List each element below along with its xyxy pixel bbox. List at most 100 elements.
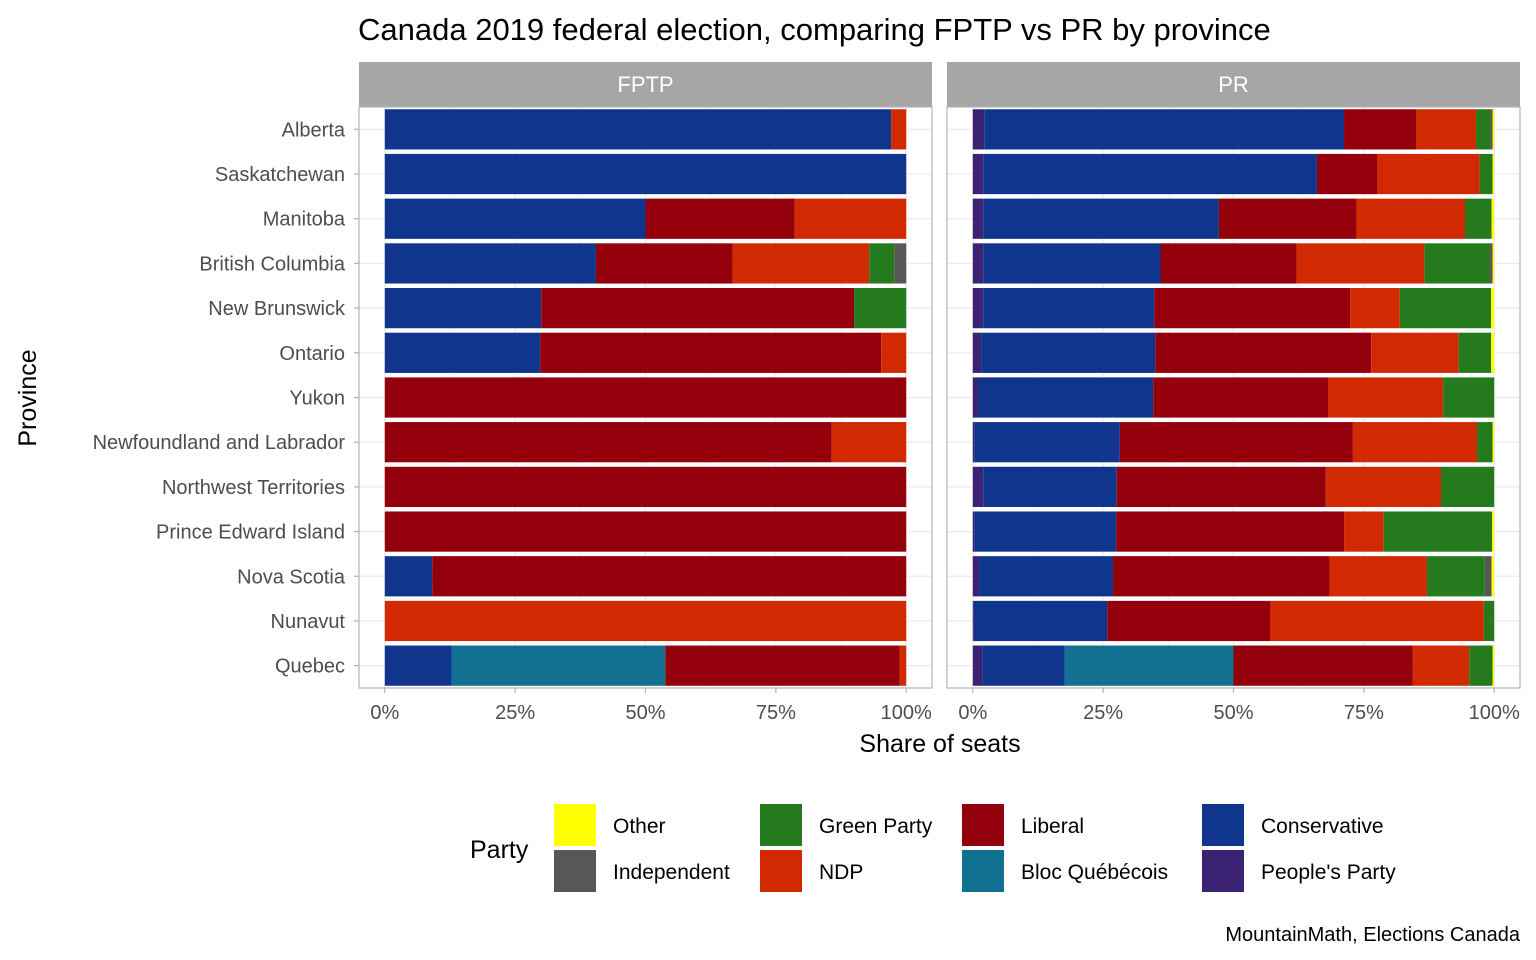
bar-fptp-northwest-territories-liberal [384,466,907,507]
bar-pr-ontario-green-party [1458,332,1492,373]
chart-caption: MountainMath, Elections Canada [1225,924,1520,946]
facet-label: PR [1218,72,1249,97]
bar-pr-new-brunswick-ndp [1350,288,1400,329]
y-tick-ontario: Ontario [279,343,345,365]
bar-fptp-british-columbia-liberal [595,243,733,284]
bar-pr-nova-scotia-liberal [1113,556,1330,597]
bar-pr-nunavut-green-party [1483,600,1495,642]
bar-pr-nunavut-ndp [1270,600,1484,642]
bar-pr-british-columbia-liberal [1160,243,1297,284]
legend-label: Bloc Québécois [1021,861,1168,884]
legend-item-other: Other [554,804,666,846]
bar-pr-manitoba-conservative [983,198,1219,239]
y-tick-prince-edward-island: Prince Edward Island [156,522,345,544]
bar-pr-british-columbia-ndp [1296,243,1425,284]
bar-pr-yukon-liberal [1153,377,1329,418]
legend-label: Green Party [819,815,933,838]
bar-pr-manitoba-liberal [1218,198,1357,239]
bar-fptp-quebec-liberal [665,645,900,686]
bar-fptp-ontario-conservative [384,332,541,373]
y-tick-new-brunswick: New Brunswick [208,298,346,320]
bar-pr-british-columbia-other [1492,243,1495,284]
bar-pr-newfoundland-and-labrador-green-party [1477,422,1493,463]
panels: FPTP 0% 25% 50% 75% 100% PR 0% 25% 50% 75% 100% [358,62,1521,724]
bar-fptp-british-columbia-independent [894,243,907,284]
bar-pr-ontario-liberal [1155,332,1372,373]
x-tick-label: 100% [1469,702,1520,724]
bar-pr-british-columbia-green-party [1424,243,1490,284]
bar-pr-yukon-conservative [977,377,1154,418]
bar-fptp-manitoba-ndp [794,198,907,239]
bar-pr-manitoba-ndp [1356,198,1466,239]
y-tick-quebec: Quebec [275,656,345,678]
y-tick-labels: Alberta Saskatchewan Manitoba British Colum… [93,119,359,678]
bar-pr-nova-scotia-people-s-party [972,556,980,597]
bar-fptp-new-brunswick-conservative [384,288,542,329]
legend-label: People's Party [1261,861,1396,884]
bar-pr-northwest-territories-people-s-party [972,466,984,507]
bar-pr-quebec-other [1492,645,1495,686]
bar-pr-saskatchewan-ndp [1377,153,1480,195]
y-tick-nunavut: Nunavut [271,611,346,633]
bar-pr-manitoba-other [1491,198,1495,239]
legend-item-bloc-qu-b-cois: Bloc Québécois [962,850,1168,892]
bar-pr-quebec-green-party [1469,645,1493,686]
y-axis-title: Province [14,349,42,446]
legend-item-green-party: Green Party [760,804,933,846]
legend-label: Independent [613,861,730,884]
bar-fptp-quebec-bloc-qu-b-cois [451,645,666,686]
bar-pr-prince-edward-island-people-s-party [972,511,975,552]
legend-label: Conservative [1261,815,1384,838]
bar-pr-nunavut-liberal [1107,600,1271,642]
legend-title: Party [470,836,529,864]
bar-fptp-new-brunswick-liberal [541,288,855,329]
bar-pr-quebec-bloc-qu-b-cois [1064,645,1234,686]
bar-pr-nova-scotia-ndp [1329,556,1427,597]
bar-pr-yukon-ndp [1328,377,1444,418]
y-tick-yukon: Yukon [289,388,345,410]
bar-fptp-british-columbia-conservative [384,243,596,284]
x-tick-label: 50% [625,702,665,724]
y-tick-nova-scotia: Nova Scotia [237,566,346,588]
bar-pr-british-columbia-people-s-party [972,243,984,284]
bar-fptp-alberta-ndp [891,109,907,150]
y-tick-manitoba: Manitoba [263,209,346,231]
bar-pr-alberta-conservative [984,109,1345,150]
legend-label: NDP [819,861,863,884]
legend-label: Other [613,815,666,838]
legend: Party Other Independent Green Party NDP Libe… [470,804,1396,892]
bar-pr-prince-edward-island-other [1492,511,1495,552]
legend-key [962,850,1004,892]
bar-fptp-prince-edward-island-liberal [384,511,907,552]
bar-pr-northwest-territories-green-party [1441,466,1495,507]
bar-pr-manitoba-people-s-party [972,198,984,239]
bar-pr-new-brunswick-liberal [1154,288,1351,329]
x-axis-title: Share of seats [859,730,1020,758]
bar-fptp-british-columbia-ndp [732,243,870,284]
bar-pr-quebec-ndp [1412,645,1470,686]
bar-pr-new-brunswick-green-party [1399,288,1492,329]
bar-fptp-quebec-ndp [899,645,907,686]
legend-key [1202,850,1244,892]
legend-label: Liberal [1021,815,1084,838]
bar-pr-northwest-territories-ndp [1325,466,1442,507]
bar-pr-british-columbia-conservative [983,243,1161,284]
bar-pr-british-columbia-independent [1489,243,1493,284]
bar-pr-newfoundland-and-labrador-liberal [1119,422,1353,463]
bar-pr-prince-edward-island-conservative [974,511,1117,552]
bar-pr-alberta-ndp [1416,109,1476,150]
bar-pr-newfoundland-and-labrador-other [1492,422,1495,463]
x-tick-label: 50% [1213,702,1253,724]
bar-fptp-ontario-liberal [540,332,882,373]
x-tick-label: 25% [1083,702,1123,724]
y-tick-alberta: Alberta [282,119,346,141]
bar-fptp-british-columbia-green-party [869,243,895,284]
bar-pr-northwest-territories-liberal [1116,466,1326,507]
bar-fptp-nova-scotia-liberal [432,556,907,597]
legend-key [554,850,596,892]
bar-fptp-yukon-liberal [384,377,907,418]
bar-pr-nova-scotia-independent [1484,556,1492,597]
legend-item-independent: Independent [554,850,730,892]
bar-fptp-saskatchewan-conservative [384,153,907,195]
